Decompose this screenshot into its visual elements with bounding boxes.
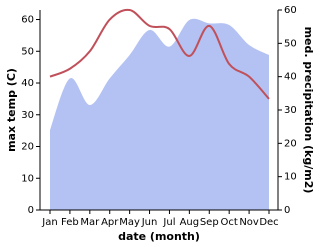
x-tick-label: Apr bbox=[101, 217, 119, 228]
x-tick-label: May bbox=[119, 217, 140, 228]
x-tick-label: Feb bbox=[61, 217, 79, 228]
temperature-line bbox=[49, 8, 270, 100]
y-tick-label: 30 bbox=[21, 110, 34, 121]
x-tick-label: Aug bbox=[180, 217, 200, 228]
y-axis-title: max temp (C) bbox=[5, 68, 18, 152]
y2-tick-label: 50 bbox=[284, 38, 297, 49]
x-tick-label: Nov bbox=[239, 217, 259, 228]
x-axis-title: date (month) bbox=[118, 230, 200, 243]
y2-tick-label: 40 bbox=[284, 72, 297, 83]
y2-tick-label: 30 bbox=[284, 105, 297, 116]
y-tick-label: 40 bbox=[21, 78, 34, 89]
y-tick-label: 20 bbox=[21, 142, 34, 153]
y2-axis-title: med. precipitation (kg/m2) bbox=[302, 27, 315, 194]
y-tick-label: 50 bbox=[21, 46, 34, 57]
y2-tick-label: 0 bbox=[284, 205, 290, 216]
y-tick-label: 0 bbox=[28, 205, 34, 216]
y2-tick-label: 20 bbox=[284, 138, 297, 149]
y2-tick-label: 10 bbox=[284, 172, 297, 183]
x-tick-label: Oct bbox=[221, 217, 238, 228]
precipitation-area bbox=[50, 18, 269, 210]
x-tick-label: Mar bbox=[80, 217, 100, 228]
y-tick-label: 10 bbox=[21, 173, 34, 184]
x-tick-label: Jun bbox=[141, 217, 158, 228]
x-tick-label: Jul bbox=[162, 217, 175, 228]
x-tick-label: Dec bbox=[259, 217, 278, 228]
y-tick-label: 60 bbox=[21, 15, 34, 26]
y2-tick-label: 60 bbox=[284, 5, 297, 16]
x-tick-label: Jan bbox=[41, 217, 57, 228]
x-tick-label: Sep bbox=[200, 217, 219, 228]
